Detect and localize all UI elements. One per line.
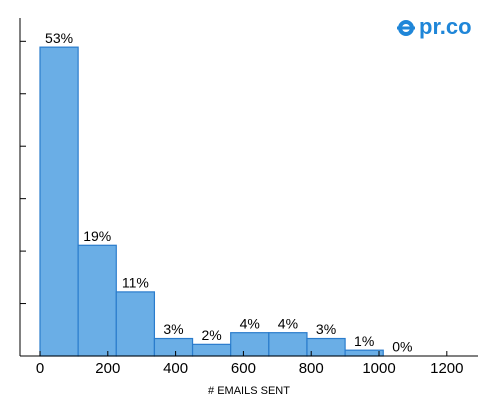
value-label: 4%	[240, 315, 260, 331]
x-tick-label: 1000	[362, 360, 395, 377]
bar	[191, 343, 232, 357]
value-label: 3%	[316, 321, 336, 337]
bar	[268, 332, 308, 357]
x-tick-label: 200	[95, 360, 120, 377]
value-label: 0%	[392, 339, 412, 355]
x-axis-label: # EMAILS SENT	[208, 385, 290, 397]
x-tick-label: 600	[231, 360, 256, 377]
bar	[306, 337, 346, 357]
logo: pr.co	[397, 14, 472, 39]
bar	[39, 46, 79, 357]
value-label: 1%	[354, 333, 374, 349]
value-label: 4%	[278, 315, 298, 331]
bar	[115, 291, 156, 357]
bar	[153, 337, 194, 357]
x-tick-label: 400	[163, 360, 188, 377]
logo-text: pr.co	[419, 14, 472, 39]
value-label: 11%	[122, 275, 149, 291]
x-tick-label: 1200	[430, 360, 463, 377]
x-tick-label: 0	[36, 360, 44, 377]
bar	[230, 332, 270, 357]
value-label: 53%	[45, 30, 73, 46]
bar	[77, 244, 117, 357]
value-label: 19%	[83, 228, 111, 244]
value-label: 3%	[163, 321, 183, 337]
value-label: 2%	[202, 327, 222, 343]
x-tick-label: 800	[299, 360, 324, 377]
bar	[344, 349, 384, 357]
